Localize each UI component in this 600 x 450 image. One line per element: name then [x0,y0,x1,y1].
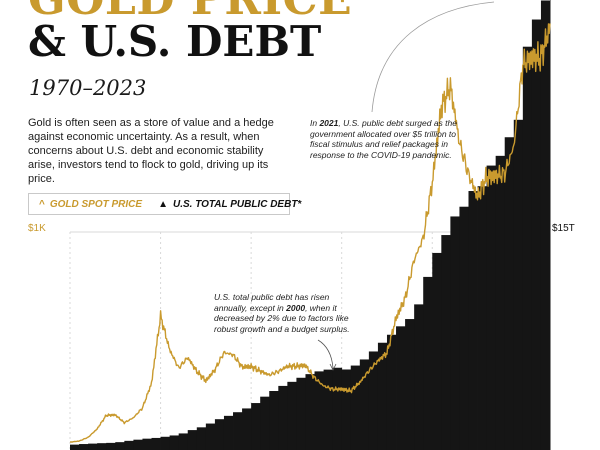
left-axis-tick: $1K [28,223,46,234]
legend-gold-label: GOLD SPOT PRICE [49,198,143,210]
debt-step-bar [79,444,89,450]
debt-step-bar [70,444,80,450]
debt-step-bar [260,396,270,450]
legend-gold: ^ GOLD SPOT PRICE [39,199,142,210]
callout-2000-connector [317,339,334,369]
debt-step-bar [368,351,379,450]
debt-step-bar [106,442,116,450]
debt-step-bar [522,46,533,450]
debt-step-bar [341,369,352,450]
debt-step-bar [468,191,478,450]
debt-step-bar [278,385,288,450]
debt-step-bar [513,119,524,450]
debt-step-bar [296,377,306,450]
legend-debt: ▲ U.S. TOTAL PUBLIC DEBT* [158,199,301,210]
callout-2021-connector [371,1,495,113]
debt-step-bar [550,0,551,450]
debt-step-bar [115,442,125,450]
debt-step-bar [214,419,225,450]
gold-line-series [69,23,551,443]
debt-step-bar [251,403,261,450]
debt-step-bar [396,326,406,450]
annotation-2021-year: 2021 [319,118,339,128]
debt-step-bar [233,412,243,450]
debt-step-bar [88,443,98,450]
debt-step-bar [495,155,506,450]
debt-step-bar [151,437,161,450]
debt-step-bar [178,433,189,450]
gold-price-line [69,23,551,443]
debt-step-bar [432,252,442,450]
debt-step-bar [350,365,361,450]
debt-step-bar [477,186,488,450]
debt-step-bar [441,235,451,450]
debt-step-bar [205,423,216,450]
debt-step-bar [386,334,397,450]
debt-step-bar [169,435,180,450]
debt-triangle-icon: ▲ [158,198,168,210]
callout-lines [317,1,495,371]
debt-step-bar [323,369,334,450]
legend-debt-label: U.S. TOTAL PUBLIC DEBT* [172,198,302,210]
debt-step-bar [97,443,107,450]
debt-step-bar [142,438,152,450]
debt-step-bar [359,359,370,450]
debt-step-bar [242,408,252,450]
debt-step-bar [269,390,279,450]
debt-step-bar [531,19,542,450]
annotation-2000-year: 2000 [286,302,306,313]
debt-step-bar [486,165,497,450]
debt-step-bar [160,436,171,450]
debt-step-bar [504,137,515,450]
debt-step-bar [305,374,315,450]
title-line-2: & U.S. DEBT [28,17,322,66]
debt-step-bar [459,206,469,450]
debt-step-bar [377,342,388,450]
debt-step-bar [223,415,234,450]
chart-legend: ^ GOLD SPOT PRICE ▲ U.S. TOTAL PUBLIC DE… [28,193,301,215]
debt-step-bar [540,0,551,450]
debt-step-bar [287,381,297,450]
debt-step-bar [133,439,143,450]
debt-step-bar [124,440,134,450]
year-range: 1970–2023 [29,76,147,100]
debt-step-bar [187,430,198,450]
callout-2000-arrowhead [329,363,337,371]
debt-step-bar [414,304,424,450]
title-line-1: GOLD PRICE [28,0,352,22]
debt-step-bar [405,319,415,450]
annotation-2021: In 2021, U.S. public debt surged as the … [310,118,457,160]
intro-paragraph: Gold is often seen as a store of value a… [28,117,274,185]
debt-step-bar [423,276,433,450]
debt-step-bar [314,371,324,450]
gold-line-icon: ^ [39,198,45,210]
right-axis-tick: $15T [552,223,575,234]
debt-step-bar [450,216,460,450]
debt-step-bar [332,367,343,450]
annotation-2000: U.S. total public debt has risen annuall… [214,292,350,334]
debt-area-series [70,0,551,450]
debt-step-bar [196,427,207,450]
